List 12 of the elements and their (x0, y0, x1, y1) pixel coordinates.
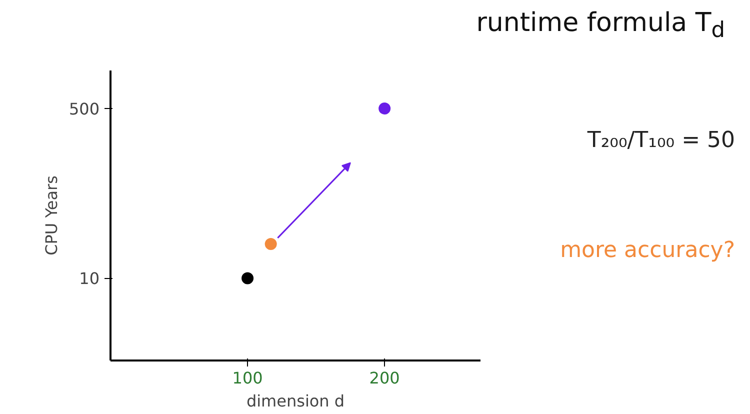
text: T₂₀₀/T₁₀₀ = 50 (586, 127, 735, 155)
text: runtime formula T$_{d}$ (475, 7, 725, 46)
x-tick-label: 100 (232, 368, 263, 388)
x-tick-label: 200 (369, 368, 400, 388)
text: more accuracy? (559, 237, 735, 265)
point (264, 238, 277, 250)
point (242, 272, 254, 284)
y-tick-label: 10 (79, 269, 100, 288)
y-tick-label: 500 (68, 99, 100, 118)
x-axis-title: dimension d (246, 392, 345, 410)
y-axis-title: CPU Years (42, 176, 61, 256)
point (378, 102, 391, 114)
